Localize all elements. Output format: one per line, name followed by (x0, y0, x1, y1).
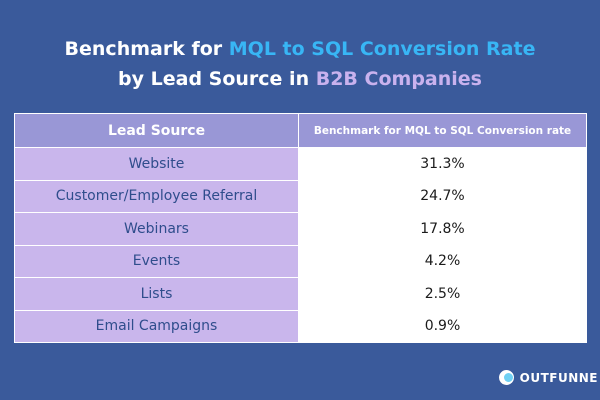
title-prefix-2: by Lead Source in (118, 68, 316, 90)
conversion-rate-cell: 31.3% (298, 147, 587, 181)
lead-source-cell: Lists (14, 277, 299, 311)
brand-logo: OUTFUNNE (498, 370, 598, 385)
title-highlight-1: MQL to SQL Conversion Rate (228, 38, 536, 60)
chart-title: Benchmark for MQL to SQL Conversion Rate… (0, 34, 600, 94)
lead-source-cell: Events (14, 244, 299, 278)
table-row: Customer/Employee Referral 24.7% (14, 179, 587, 213)
lead-source-cell: Email Campaigns (14, 309, 299, 343)
brand-name: OUTFUNNE (519, 370, 598, 385)
table-body: Website 31.3% Customer/Employee Referral 24… (14, 147, 587, 343)
title-highlight-2: B2B Companies (315, 68, 482, 90)
lead-source-cell: Website (14, 147, 299, 181)
column-header-benchmark: Benchmark for MQL to SQL Conversion rate (298, 113, 587, 148)
conversion-rate-cell: 4.2% (298, 244, 587, 278)
title-line-1: Benchmark for MQL to SQL Conversion Rate (0, 34, 600, 64)
conversion-rate-cell: 2.5% (298, 277, 587, 311)
table-row: Lists 2.5% (14, 277, 587, 311)
title-prefix-1: Benchmark for (64, 38, 229, 60)
conversion-rate-cell: 0.9% (298, 309, 587, 343)
table-row: Events 4.2% (14, 244, 587, 278)
benchmark-table: Lead Source Benchmark for MQL to SQL Con… (14, 113, 587, 343)
title-line-2: by Lead Source in B2B Companies (0, 64, 600, 94)
conversion-rate-cell: 17.8% (298, 212, 587, 246)
lead-source-cell: Customer/Employee Referral (14, 179, 299, 213)
table-header-row: Lead Source Benchmark for MQL to SQL Con… (14, 113, 587, 148)
outfunnel-logo-icon (498, 370, 514, 385)
table-row: Website 31.3% (14, 147, 587, 181)
lead-source-cell: Webinars (14, 212, 299, 246)
conversion-rate-cell: 24.7% (298, 179, 587, 213)
column-header-lead-source: Lead Source (14, 113, 299, 148)
table-row: Webinars 17.8% (14, 212, 587, 246)
table-row: Email Campaigns 0.9% (14, 309, 587, 343)
